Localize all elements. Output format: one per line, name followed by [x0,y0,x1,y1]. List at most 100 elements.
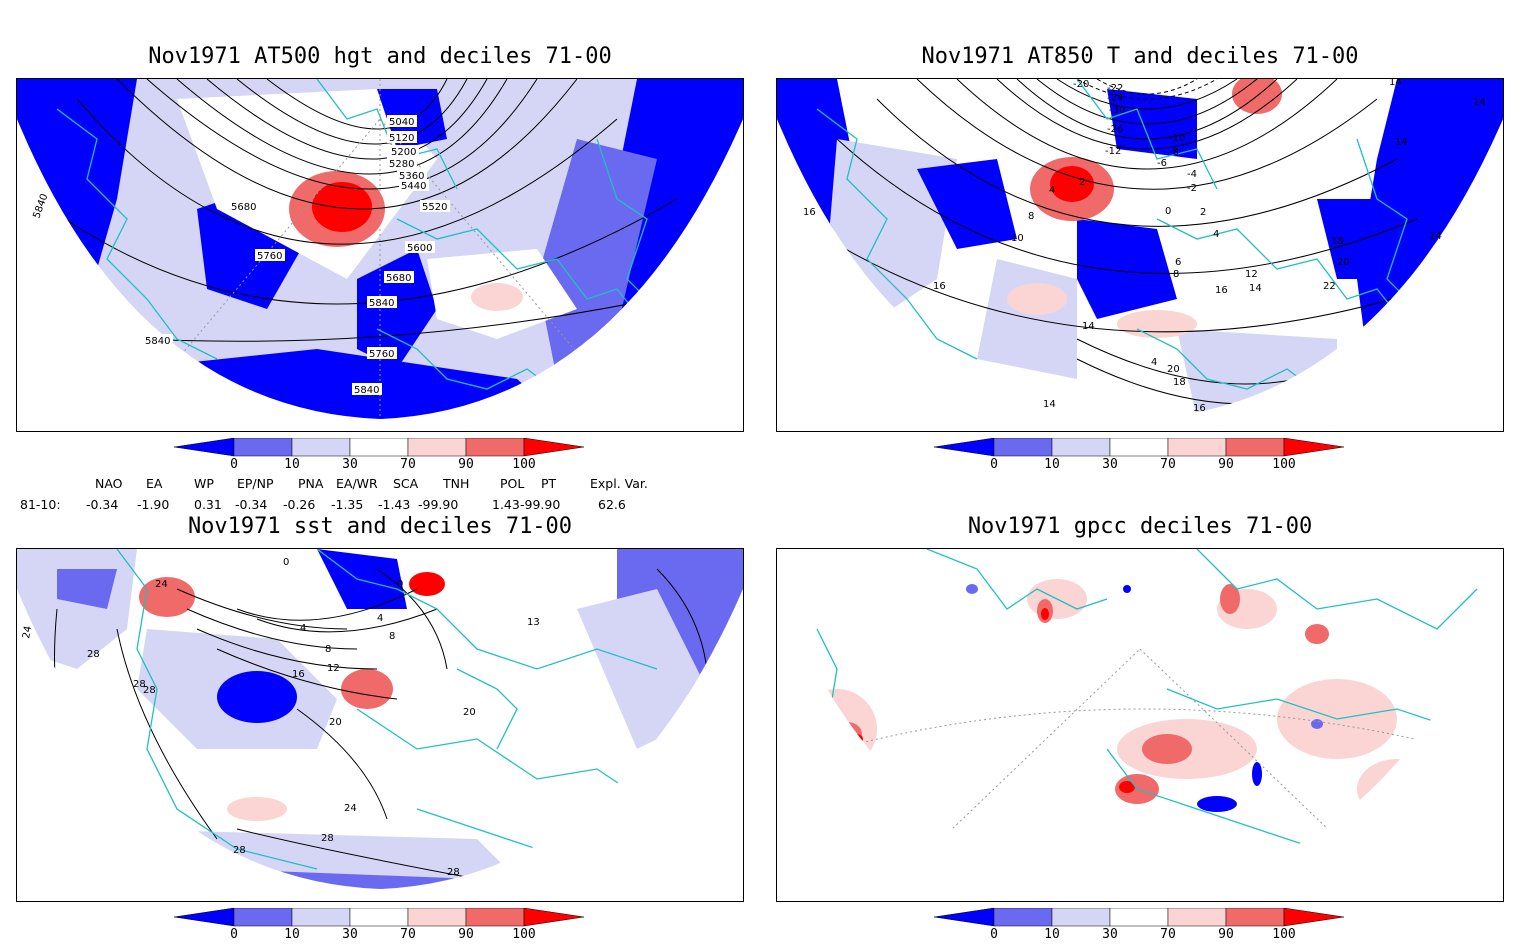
contour-label: 5440 [401,181,426,192]
map-sst-svg: 0 24 28 28 28 24 0 4 4 8 12 16 20 20 24 … [17,549,743,889]
contour-label: 2 [1200,207,1206,218]
contour-label: 28 [143,685,156,696]
colorbar-1: 0 10 30 70 90 100 [173,437,594,478]
contour-label: 28 [87,649,100,660]
contour-label: 22 [1323,281,1336,292]
contour-label: 18 [1331,236,1344,247]
colorbar-tick: 70 [400,927,416,942]
contour-label: 12 [1245,269,1258,280]
contour-label: 5840 [369,298,394,309]
map-hgt-svg: 5040 5120 5200 5280 5360 5440 5520 5600 … [17,79,743,419]
colorbar-tick: 100 [1272,927,1296,942]
contour-label: 5840 [354,385,379,396]
contour-label: 5840 [31,192,50,220]
colorbar-tick: 0 [990,457,998,472]
colorbar-tick: 10 [284,927,300,942]
colorbar-tick: 10 [1044,457,1060,472]
contour-label: 20 [463,707,476,718]
colorbar-tick: 70 [1160,927,1176,942]
contour-label: 20 [1167,364,1180,375]
index-value: -0.34 [86,497,119,512]
contour-label: -10 [1169,133,1185,144]
colorbar-tick: 100 [512,457,536,472]
contour-label: 13 [527,617,540,628]
colorbar-tick: 30 [342,927,358,942]
contour-label: 4 [300,623,306,634]
contour-label: 16 [1215,285,1228,296]
contour-label: 16 [803,207,816,218]
colorbar-2: 0 10 30 70 90 100 [933,437,1354,478]
colorbar-tick: 70 [400,457,416,472]
colorbar-tick: 90 [1218,457,1234,472]
contour-label: 14 [1429,231,1442,242]
colorbar-3: 0 10 30 70 90 100 [173,907,594,948]
colorbar-tick: 90 [1218,927,1234,942]
index-value: -99.90 [520,497,561,512]
colorbar-2-svg [933,437,1345,457]
contour-label: 4 [1049,185,1055,196]
colorbar-3-svg [173,907,585,927]
colorbar-tick: 30 [342,457,358,472]
contour-label: 0 [397,579,403,590]
contour-label: 24 [344,803,357,814]
contour-label: 8 [1173,269,1179,280]
index-header: PT [541,476,557,491]
contour-label: -20 [1073,79,1089,90]
panel-title-gpcc: Nov1971 gpcc deciles 71-00 [967,514,1313,539]
index-header: SCA [393,476,419,491]
map-hgt: 5040 5120 5200 5280 5360 5440 5520 5600 … [16,78,744,432]
map-sst: 0 24 28 28 28 24 0 4 4 8 12 16 20 20 24 … [16,548,744,902]
index-header: EA [146,476,163,491]
contour-label: 5280 [389,159,414,170]
contour-label: -6 [1157,158,1167,169]
contour-label: 14 [1395,137,1408,148]
contour-label: -22 [1107,83,1123,94]
contour-label: -2 [1187,183,1197,194]
contour-label: 5360 [399,171,424,182]
index-value: 62.6 [598,497,626,512]
index-header: PNA [298,476,324,491]
contour-label: 24 [155,579,168,590]
index-header: POL [500,476,525,491]
contour-label: -4 [1187,169,1197,180]
contour-label: 14 [1389,79,1402,88]
index-value: -0.26 [283,497,316,512]
contour-label: 4 [1213,229,1219,240]
contour-label: 14 [1043,399,1056,410]
index-header: EP/NP [237,476,274,491]
contour-label: 20 [1337,257,1350,268]
index-header: EA/WR [336,476,378,491]
contour-label: -30 [1109,105,1125,116]
contour-label: -24 [1107,93,1123,104]
contour-label: 5760 [369,349,394,360]
contour-label: 4 [377,613,383,624]
contour-label: 14 [1082,321,1095,332]
contour-label: 10 [1011,233,1024,244]
colorbar-tick: 0 [230,927,238,942]
index-header: Expl. Var. [590,476,648,491]
index-value: -1.35 [331,497,364,512]
contour-label: 5120 [389,133,414,144]
contour-label: 5680 [386,273,411,284]
index-value: 1.43 [492,497,520,512]
contour-label: -12 [1105,146,1121,157]
map-t850: -20 -22 -24 -26 -30 -10 -8 -6 -4 -12 -2 … [776,78,1504,432]
panel-title-sst: Nov1971 sst and deciles 71-00 [187,514,573,539]
colorbar-tick: 70 [1160,457,1176,472]
contour-label: 20 [329,717,342,728]
contour-label: 8 [1028,211,1034,222]
index-value: -1.43 [378,497,411,512]
colorbar-4: 0 10 30 70 90 100 [933,907,1354,948]
colorbar-tick: 100 [1272,457,1296,472]
index-header: WP [194,476,214,491]
contour-label: 18 [1173,377,1186,388]
contour-label: 5840 [145,336,170,347]
colorbar-tick: 30 [1102,457,1118,472]
colorbar-1-svg [173,437,585,457]
colorbar-4-svg [933,907,1345,927]
colorbar-tick: 90 [458,927,474,942]
colorbar-tick: 30 [1102,927,1118,942]
colorbar-tick: 0 [990,927,998,942]
contour-label: -26 [1107,124,1123,135]
map-t850-svg: -20 -22 -24 -26 -30 -10 -8 -6 -4 -12 -2 … [777,79,1503,419]
